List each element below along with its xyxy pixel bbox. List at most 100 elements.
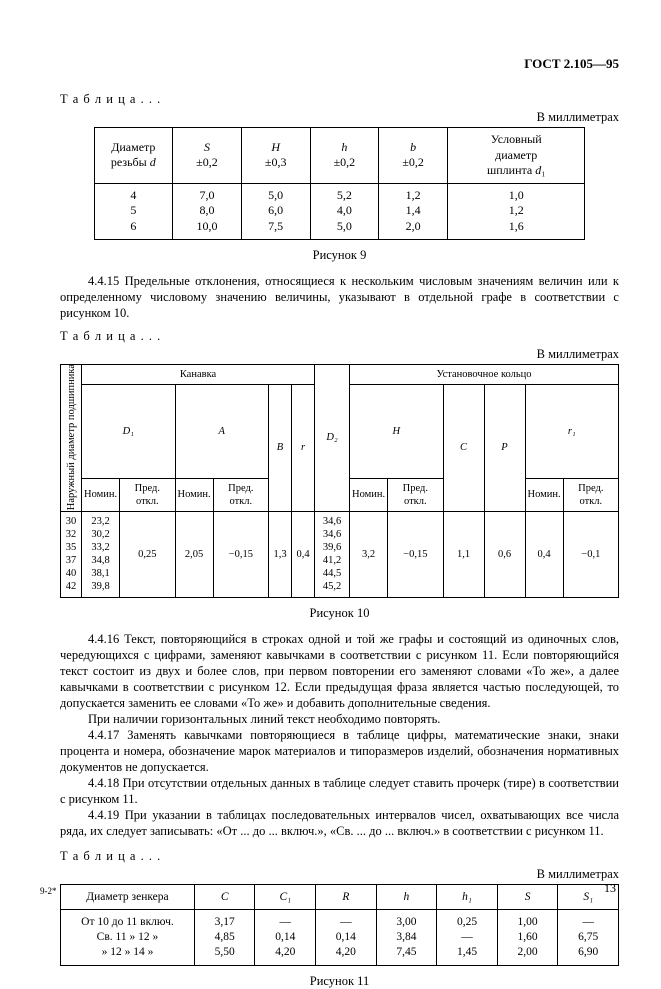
cell: 6,75 <box>578 931 598 943</box>
cell: 30 <box>66 516 77 527</box>
cell: 0,25 <box>457 916 477 928</box>
table-label-1: Т а б л и ц а . . . <box>60 92 619 107</box>
cell: 1,6 <box>509 219 524 233</box>
cell: 1,2 <box>406 188 421 202</box>
t2-nom: Номин. <box>525 478 563 511</box>
t2-ot: Пред. откл. <box>120 478 175 511</box>
caption-1: Рисунок 9 <box>60 248 619 263</box>
t2-nom: Номин. <box>350 478 388 511</box>
cell: 4 <box>130 188 136 202</box>
cell: 1,4 <box>406 203 421 217</box>
cell: 6,90 <box>578 946 598 958</box>
t1-h2: H±0,3 <box>265 140 287 170</box>
t1-h3: h±0,2 <box>334 140 356 170</box>
para-4.4.16: 4.4.16 Текст, повторяющийся в строках од… <box>60 631 619 711</box>
t2-h: H <box>392 426 400 437</box>
t3-h0: Диаметр зенкера <box>61 884 195 910</box>
cell: 4,85 <box>215 931 235 943</box>
cell: 1,3 <box>269 511 292 597</box>
t2-d1: D₁ <box>123 426 134 437</box>
t3-h1: C <box>221 891 229 903</box>
t2-a: A <box>219 426 225 437</box>
cell: 45,2 <box>323 581 341 592</box>
cell: −0,1 <box>563 511 618 597</box>
t2-r2: r₁ <box>568 426 576 437</box>
cell: — <box>280 916 292 928</box>
cell: 39,6 <box>323 542 341 553</box>
cell: 44,5 <box>323 568 341 579</box>
unit-2: В миллиметрах <box>60 347 619 362</box>
cell: 5,0 <box>268 188 283 202</box>
cell: 5,2 <box>337 188 352 202</box>
t3-h7: S₁ <box>583 891 593 903</box>
cell: 41,2 <box>323 555 341 566</box>
cell: 8,0 <box>199 203 214 217</box>
t2-nom: Номин. <box>175 478 213 511</box>
cell: 42 <box>66 581 77 592</box>
cell: 0,4 <box>292 511 315 597</box>
t3-h6: S <box>525 891 531 903</box>
cell: 32 <box>66 529 77 540</box>
para-4.4.17: 4.4.17 Заменять кавычками повторяющиеся … <box>60 727 619 775</box>
page-number: 13 <box>604 881 616 896</box>
cell: 2,0 <box>406 219 421 233</box>
cell: 40 <box>66 568 77 579</box>
cell: 39,8 <box>91 581 109 592</box>
cell: 5 <box>130 203 136 217</box>
t2-grp1: Канавка <box>82 364 315 384</box>
cell: 1,00 <box>518 916 538 928</box>
t2-ot: Пред. откл. <box>563 478 618 511</box>
cell: 34,6 <box>323 516 341 527</box>
cell: 7,5 <box>268 219 283 233</box>
cell: От 10 до 11 включ. <box>81 916 174 928</box>
t1-h0: Диаметррезьбы d <box>111 140 156 170</box>
cell: 5,0 <box>337 219 352 233</box>
cell: 6,0 <box>268 203 283 217</box>
t2-nom: Номин. <box>82 478 120 511</box>
cell: 1,45 <box>457 946 477 958</box>
cell: » 12 » 14 » <box>102 946 154 958</box>
cell: 0,14 <box>275 931 295 943</box>
t1-h4: b±0,2 <box>402 140 424 170</box>
cell: 1,1 <box>443 511 484 597</box>
cell: 0,6 <box>484 511 525 597</box>
cell: 1,0 <box>509 188 524 202</box>
table-label-3: Т а б л и ц а . . . <box>60 849 619 864</box>
cell: Св. 11 » 12 » <box>97 931 159 943</box>
cell: 1,2 <box>509 203 524 217</box>
cell: 4,20 <box>336 946 356 958</box>
cell: 23,2 <box>91 516 109 527</box>
cell: 7,0 <box>199 188 214 202</box>
cell: 5,50 <box>215 946 235 958</box>
cell: 33,2 <box>91 542 109 553</box>
cell: 3,17 <box>215 916 235 928</box>
t3-h4: h <box>404 891 410 903</box>
page-header: ГОСТ 2.105—95 <box>60 56 619 72</box>
cell: 2,05 <box>175 511 213 597</box>
t2-c: C <box>460 442 467 453</box>
cell: 34,6 <box>323 529 341 540</box>
cell: 1,60 <box>518 931 538 943</box>
unit-1: В миллиметрах <box>60 110 619 125</box>
t2-ot: Пред. откл. <box>213 478 268 511</box>
cell: 34,8 <box>91 555 109 566</box>
t2-grp2: Установочное кольцо <box>350 364 619 384</box>
cell: 10,0 <box>196 219 217 233</box>
cell: 35 <box>66 542 77 553</box>
cell: 30,2 <box>91 529 109 540</box>
t2-p: P <box>501 442 507 453</box>
t1-h1: S±0,2 <box>196 140 218 170</box>
cell: 4,0 <box>337 203 352 217</box>
cell: 2,00 <box>518 946 538 958</box>
cell: 3,84 <box>396 931 416 943</box>
cell: 0,4 <box>525 511 563 597</box>
para-4.4.15: 4.4.15 Предельные отклонения, относящиес… <box>60 273 619 321</box>
t1-h5: Условныйдиаметршплинта d₁ <box>487 132 545 177</box>
para-4.4.18: 4.4.18 При отсутствии отдельных данных в… <box>60 775 619 807</box>
cell: 3,2 <box>350 511 388 597</box>
cell: 6 <box>130 219 136 233</box>
cell: −0,15 <box>388 511 443 597</box>
t3-h5: h₁ <box>462 891 472 903</box>
table-3: Диаметр зенкера C C₁ R h h₁ S S₁ От 10 д… <box>60 884 619 967</box>
cell: 0,25 <box>120 511 175 597</box>
